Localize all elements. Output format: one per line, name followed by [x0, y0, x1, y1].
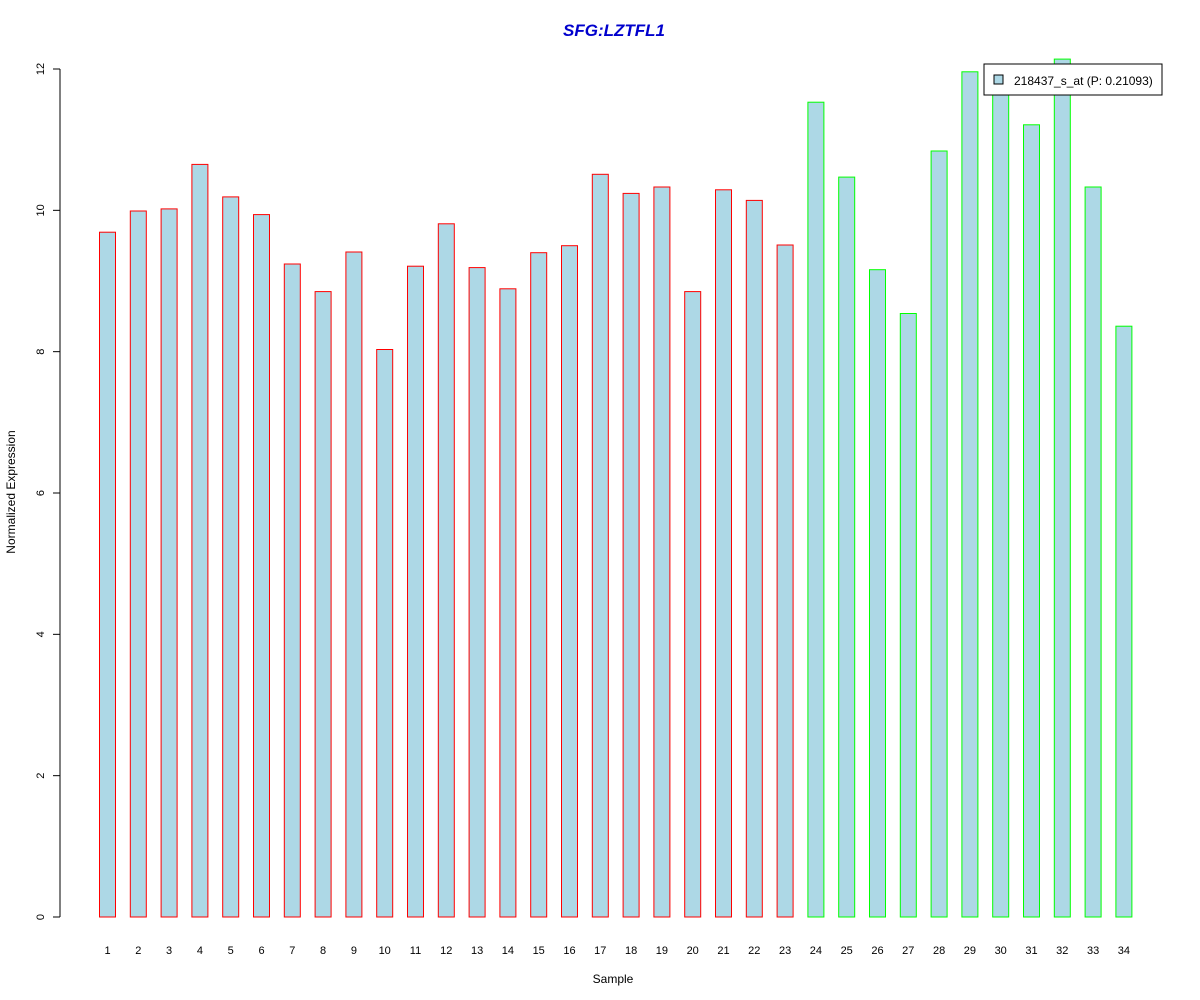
bar-30: [992, 81, 1010, 918]
y-tick-label: 8: [35, 349, 47, 355]
bar-20: [684, 291, 702, 918]
bar-12: [437, 223, 455, 918]
x-tick-label: 23: [779, 945, 791, 957]
y-tick-label: 4: [35, 631, 47, 637]
y-tick-label: 12: [35, 63, 47, 75]
x-tick-labels: 1 2 3 4 5 6 7 8 9 10 11 12 13 14 15 16 17 18 19 20 21 22 23 24 2…: [104, 945, 1130, 957]
bar-15: [530, 252, 548, 918]
x-tick-label: 11: [410, 945, 421, 957]
legend-label: 218437_s_at (P: 0.21093): [1014, 74, 1153, 88]
x-tick-label: 29: [964, 945, 976, 957]
bar-22: [745, 199, 763, 918]
bar-16: [561, 245, 578, 918]
bar-14: [499, 288, 517, 918]
bar-17: [591, 173, 609, 918]
y-tick-label: 0: [35, 914, 47, 920]
x-tick-label: 13: [471, 945, 483, 957]
y-axis: 0 2 4 6 8 10 12: [35, 63, 61, 920]
x-tick-label: 21: [717, 945, 729, 957]
bar-29: [961, 71, 979, 918]
bar-9: [345, 251, 363, 918]
bar-23: [776, 244, 794, 918]
bar-33: [1084, 186, 1102, 918]
x-tick-label: 12: [440, 945, 452, 957]
x-tick-label: 17: [594, 945, 606, 957]
y-tick-label: 2: [35, 773, 47, 779]
y-tick-label: 6: [35, 490, 47, 496]
bar-18: [622, 192, 640, 918]
x-tick-label: 20: [687, 945, 699, 957]
bar-21: [715, 189, 732, 918]
bar-19: [653, 186, 671, 918]
x-tick-label: 24: [810, 945, 822, 957]
bar-10: [376, 349, 394, 918]
bar-24: [807, 101, 825, 918]
x-tick-label: 15: [533, 945, 545, 957]
legend: 218437_s_at (P: 0.21093): [983, 63, 1163, 96]
bar-8: [314, 291, 332, 918]
x-tick-label: 22: [748, 945, 760, 957]
x-tick-label: 14: [502, 945, 514, 957]
legend-box: [983, 63, 1163, 96]
x-tick-label: 19: [656, 945, 668, 957]
x-axis-title: Sample: [593, 972, 634, 986]
bar-4: [191, 163, 209, 918]
bars: [99, 58, 1133, 918]
bar-13: [468, 267, 486, 918]
bar-3: [160, 208, 178, 918]
bar-25: [838, 176, 856, 918]
x-tick-label: 10: [379, 945, 391, 957]
x-tick-label: 2: [135, 945, 141, 957]
bar-31: [1023, 124, 1040, 918]
x-tick-label: 28: [933, 945, 945, 957]
x-tick-label: 9: [351, 945, 357, 957]
x-tick-label: 8: [320, 945, 326, 957]
x-tick-label: 18: [625, 945, 637, 957]
bar-34: [1115, 325, 1133, 918]
bar-6: [253, 214, 270, 918]
x-tick-label: 32: [1056, 945, 1068, 957]
x-tick-label: 33: [1087, 945, 1099, 957]
bar-11: [407, 265, 424, 918]
bar-7: [283, 263, 301, 918]
x-tick-label: 30: [995, 945, 1007, 957]
y-axis-title: Normalized Expression: [4, 430, 18, 553]
legend-swatch: [993, 74, 1004, 85]
x-tick-label: 3: [166, 945, 172, 957]
bar-27: [899, 313, 917, 918]
x-tick-label: 1: [104, 945, 110, 957]
x-tick-label: 31: [1025, 945, 1037, 957]
x-tick-label: 7: [289, 945, 295, 957]
x-tick-label: 16: [563, 945, 575, 957]
x-tick-label: 27: [902, 945, 914, 957]
bar-5: [222, 196, 240, 918]
y-tick-label: 10: [35, 204, 47, 216]
x-tick-label: 5: [228, 945, 234, 957]
chart-title: SFG:LZTFL1: [563, 21, 665, 40]
x-tick-label: 25: [841, 945, 853, 957]
bar-28: [930, 150, 948, 918]
x-tick-label: 34: [1118, 945, 1130, 957]
x-tick-label: 26: [871, 945, 883, 957]
x-tick-label: 4: [197, 945, 203, 957]
bar-26: [869, 269, 886, 918]
bar-32: [1053, 58, 1071, 918]
bar-1: [99, 231, 116, 918]
x-tick-label: 6: [258, 945, 264, 957]
bar-2: [129, 210, 147, 918]
